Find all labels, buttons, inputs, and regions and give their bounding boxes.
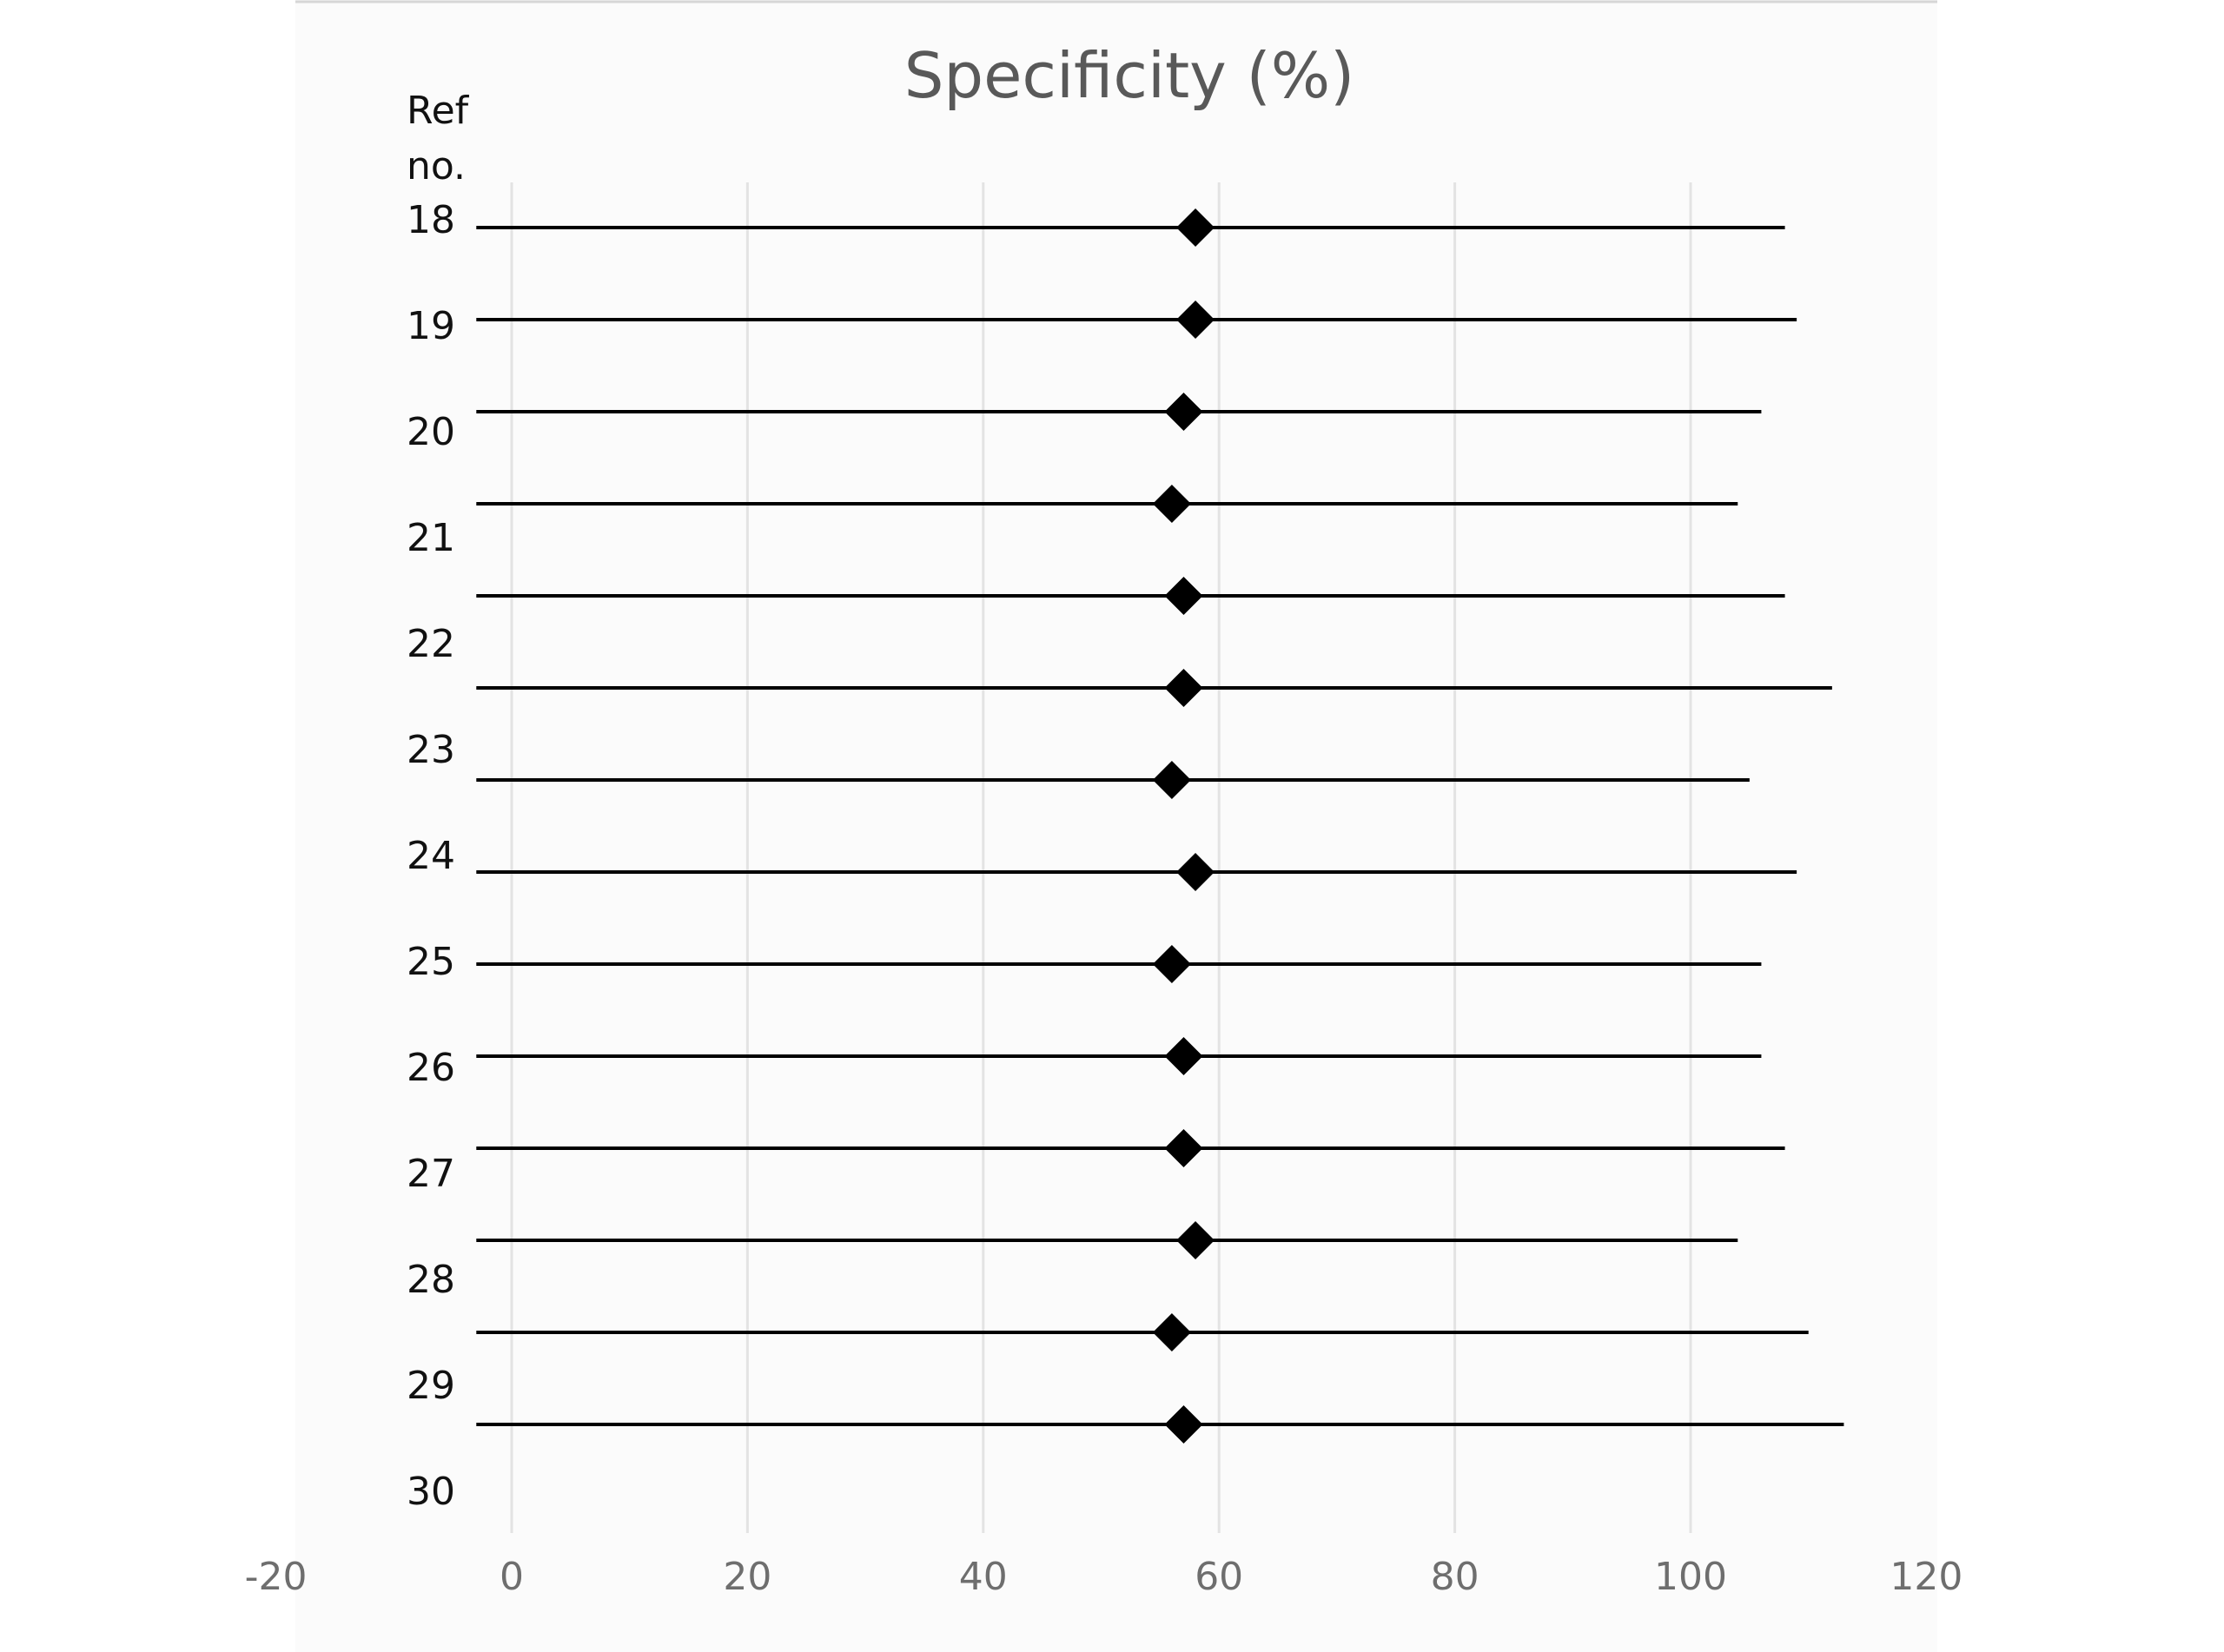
x-tick-label: 40 bbox=[959, 1555, 1008, 1599]
x-tick-label: 60 bbox=[1195, 1555, 1243, 1599]
point-estimate-diamond bbox=[1152, 761, 1191, 799]
point-estimate-diamond bbox=[1176, 853, 1215, 891]
row-label: 27 bbox=[407, 1152, 455, 1196]
x-tick-label: 20 bbox=[723, 1555, 771, 1599]
x-tick-label: -20 bbox=[245, 1555, 308, 1599]
point-estimate-diamond bbox=[1164, 393, 1203, 431]
row-label: 23 bbox=[407, 728, 455, 772]
point-estimate-diamond bbox=[1164, 1405, 1203, 1444]
point-estimate-diamond bbox=[1176, 301, 1215, 339]
x-tick-label: 120 bbox=[1890, 1555, 1963, 1599]
row-label: 30 bbox=[407, 1470, 455, 1514]
plot-background bbox=[295, 0, 1937, 1652]
x-tick-label: 80 bbox=[1431, 1555, 1479, 1599]
chart-title: Specificity (%) bbox=[904, 39, 1355, 112]
point-estimate-diamond bbox=[1176, 208, 1215, 247]
point-estimate-diamond bbox=[1152, 1313, 1191, 1351]
x-axis-ticks: -20 0 20 40 60 80 100 120 bbox=[245, 1555, 1963, 1599]
row-label: 20 bbox=[407, 410, 455, 454]
point-estimate-diamond bbox=[1152, 945, 1191, 983]
point-estimate-diamond bbox=[1152, 485, 1191, 523]
point-estimate-diamond bbox=[1164, 577, 1203, 615]
row-label: 24 bbox=[407, 834, 455, 878]
row-label: 21 bbox=[407, 516, 455, 560]
y-axis-label-line-2: no. bbox=[407, 144, 466, 188]
point-estimate-diamond bbox=[1164, 1129, 1203, 1167]
row-label: 28 bbox=[407, 1258, 455, 1302]
x-tick-label: 0 bbox=[500, 1555, 524, 1599]
row-label: 18 bbox=[407, 198, 455, 242]
y-axis-label-line-1: Ref bbox=[407, 89, 470, 133]
row-label: 29 bbox=[407, 1364, 455, 1408]
x-tick-label: 100 bbox=[1654, 1555, 1727, 1599]
point-estimate-diamond bbox=[1164, 669, 1203, 707]
point-estimate-diamond bbox=[1176, 1221, 1215, 1259]
row-label: 25 bbox=[407, 940, 455, 984]
gridlines bbox=[510, 182, 1692, 1533]
forest-rows bbox=[476, 208, 1844, 1444]
point-estimate-diamond bbox=[1164, 1037, 1203, 1075]
row-label: 19 bbox=[407, 304, 455, 348]
row-label: 26 bbox=[407, 1046, 455, 1090]
row-labels: 18 19 20 21 22 23 24 25 26 27 28 29 30 bbox=[407, 198, 455, 1514]
row-label: 22 bbox=[407, 622, 455, 666]
